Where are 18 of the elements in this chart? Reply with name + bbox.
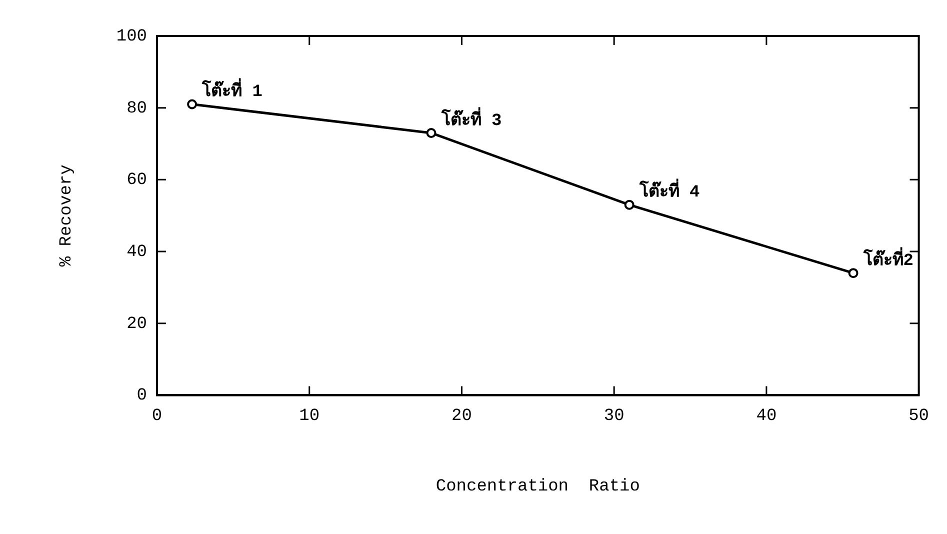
x-tick-label: 50 (908, 406, 929, 426)
y-tick-label: 20 (126, 314, 148, 334)
y-tick-label: 100 (116, 28, 148, 46)
annotation: โต๊ะที่2 (862, 246, 914, 271)
y-axis-title: % Recovery (58, 164, 77, 267)
x-tick-label: 0 (152, 406, 162, 426)
annotation: โต๊ะที่ 3 (440, 106, 502, 131)
annotation: โต๊ะที่ 4 (638, 178, 700, 203)
y-tick-label: 60 (126, 171, 148, 190)
y-tick-label: 80 (126, 99, 148, 118)
x-tick-label: 20 (452, 406, 472, 426)
x-axis-title: Concentration Ratio (436, 477, 640, 496)
x-tick-label: 40 (756, 406, 777, 426)
annotation: โต๊ะที่ 1 (201, 78, 262, 102)
y-tick-label: 0 (136, 386, 148, 406)
y-tick-label: 40 (126, 243, 148, 262)
x-tick-label: 30 (604, 406, 624, 426)
x-tick-label: 10 (299, 406, 320, 426)
